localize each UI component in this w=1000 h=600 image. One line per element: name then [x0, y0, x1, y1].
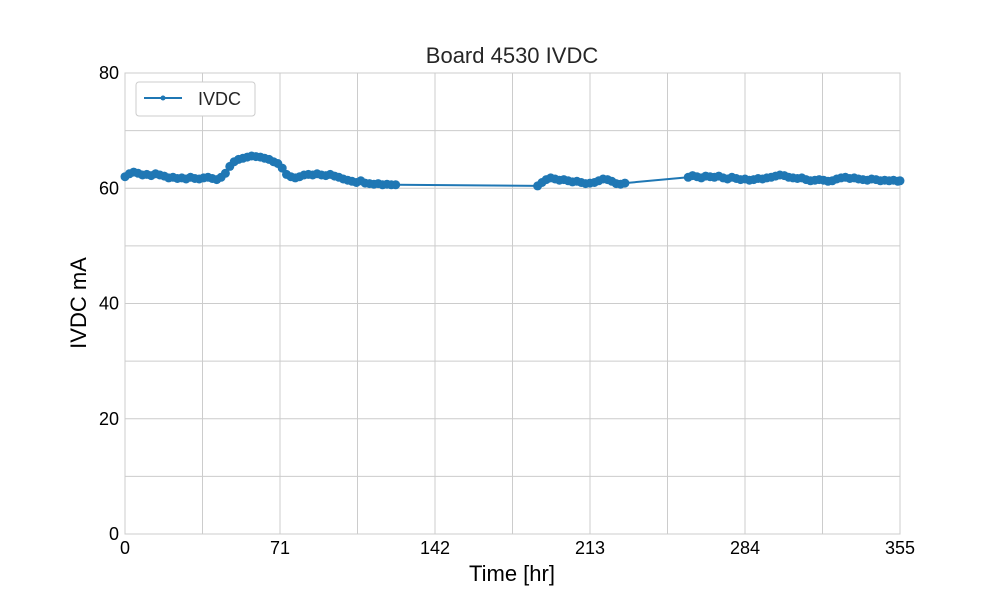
plot-frame: [124, 72, 901, 535]
legend-box: [135, 81, 256, 117]
legend-label-ivdc: IVDC: [198, 89, 241, 109]
x-axis-label: Time [hr]: [469, 561, 555, 586]
y-tick-label: 80: [99, 63, 119, 83]
x-tick-label: 0: [120, 538, 130, 558]
x-tick-label: 142: [420, 538, 450, 558]
y-tick-label: 40: [99, 294, 119, 314]
x-tick-label: 284: [730, 538, 760, 558]
x-tick-label: 355: [885, 538, 915, 558]
chart-title: Board 4530 IVDC: [426, 43, 599, 68]
x-tick-label: 71: [270, 538, 290, 558]
data-point: [277, 163, 287, 173]
y-tick-label: 60: [99, 178, 119, 198]
y-tick-label: 20: [99, 409, 119, 429]
y-axis-label: IVDC mA: [66, 257, 91, 349]
legend-marker-sample: [160, 95, 166, 101]
data-point: [895, 176, 905, 186]
legend: IVDC: [135, 81, 256, 117]
y-tick-label: 0: [109, 524, 119, 544]
grid: [125, 73, 900, 534]
data-point: [391, 180, 401, 190]
x-tick-labels: 0 71 142 213 284 355: [120, 538, 915, 558]
data-point: [220, 168, 230, 178]
series-layer: [120, 151, 905, 191]
x-tick-label: 213: [575, 538, 605, 558]
y-tick-labels: 0 20 40 60 80: [99, 63, 119, 544]
data-point: [620, 178, 630, 188]
